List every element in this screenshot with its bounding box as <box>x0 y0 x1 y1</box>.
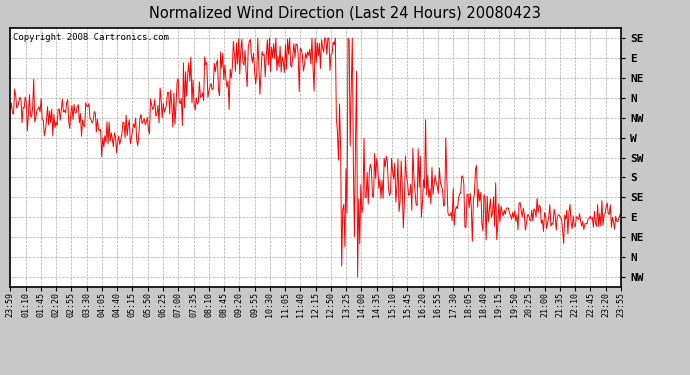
Text: Copyright 2008 Cartronics.com: Copyright 2008 Cartronics.com <box>13 33 169 42</box>
Text: Normalized Wind Direction (Last 24 Hours) 20080423: Normalized Wind Direction (Last 24 Hours… <box>149 6 541 21</box>
